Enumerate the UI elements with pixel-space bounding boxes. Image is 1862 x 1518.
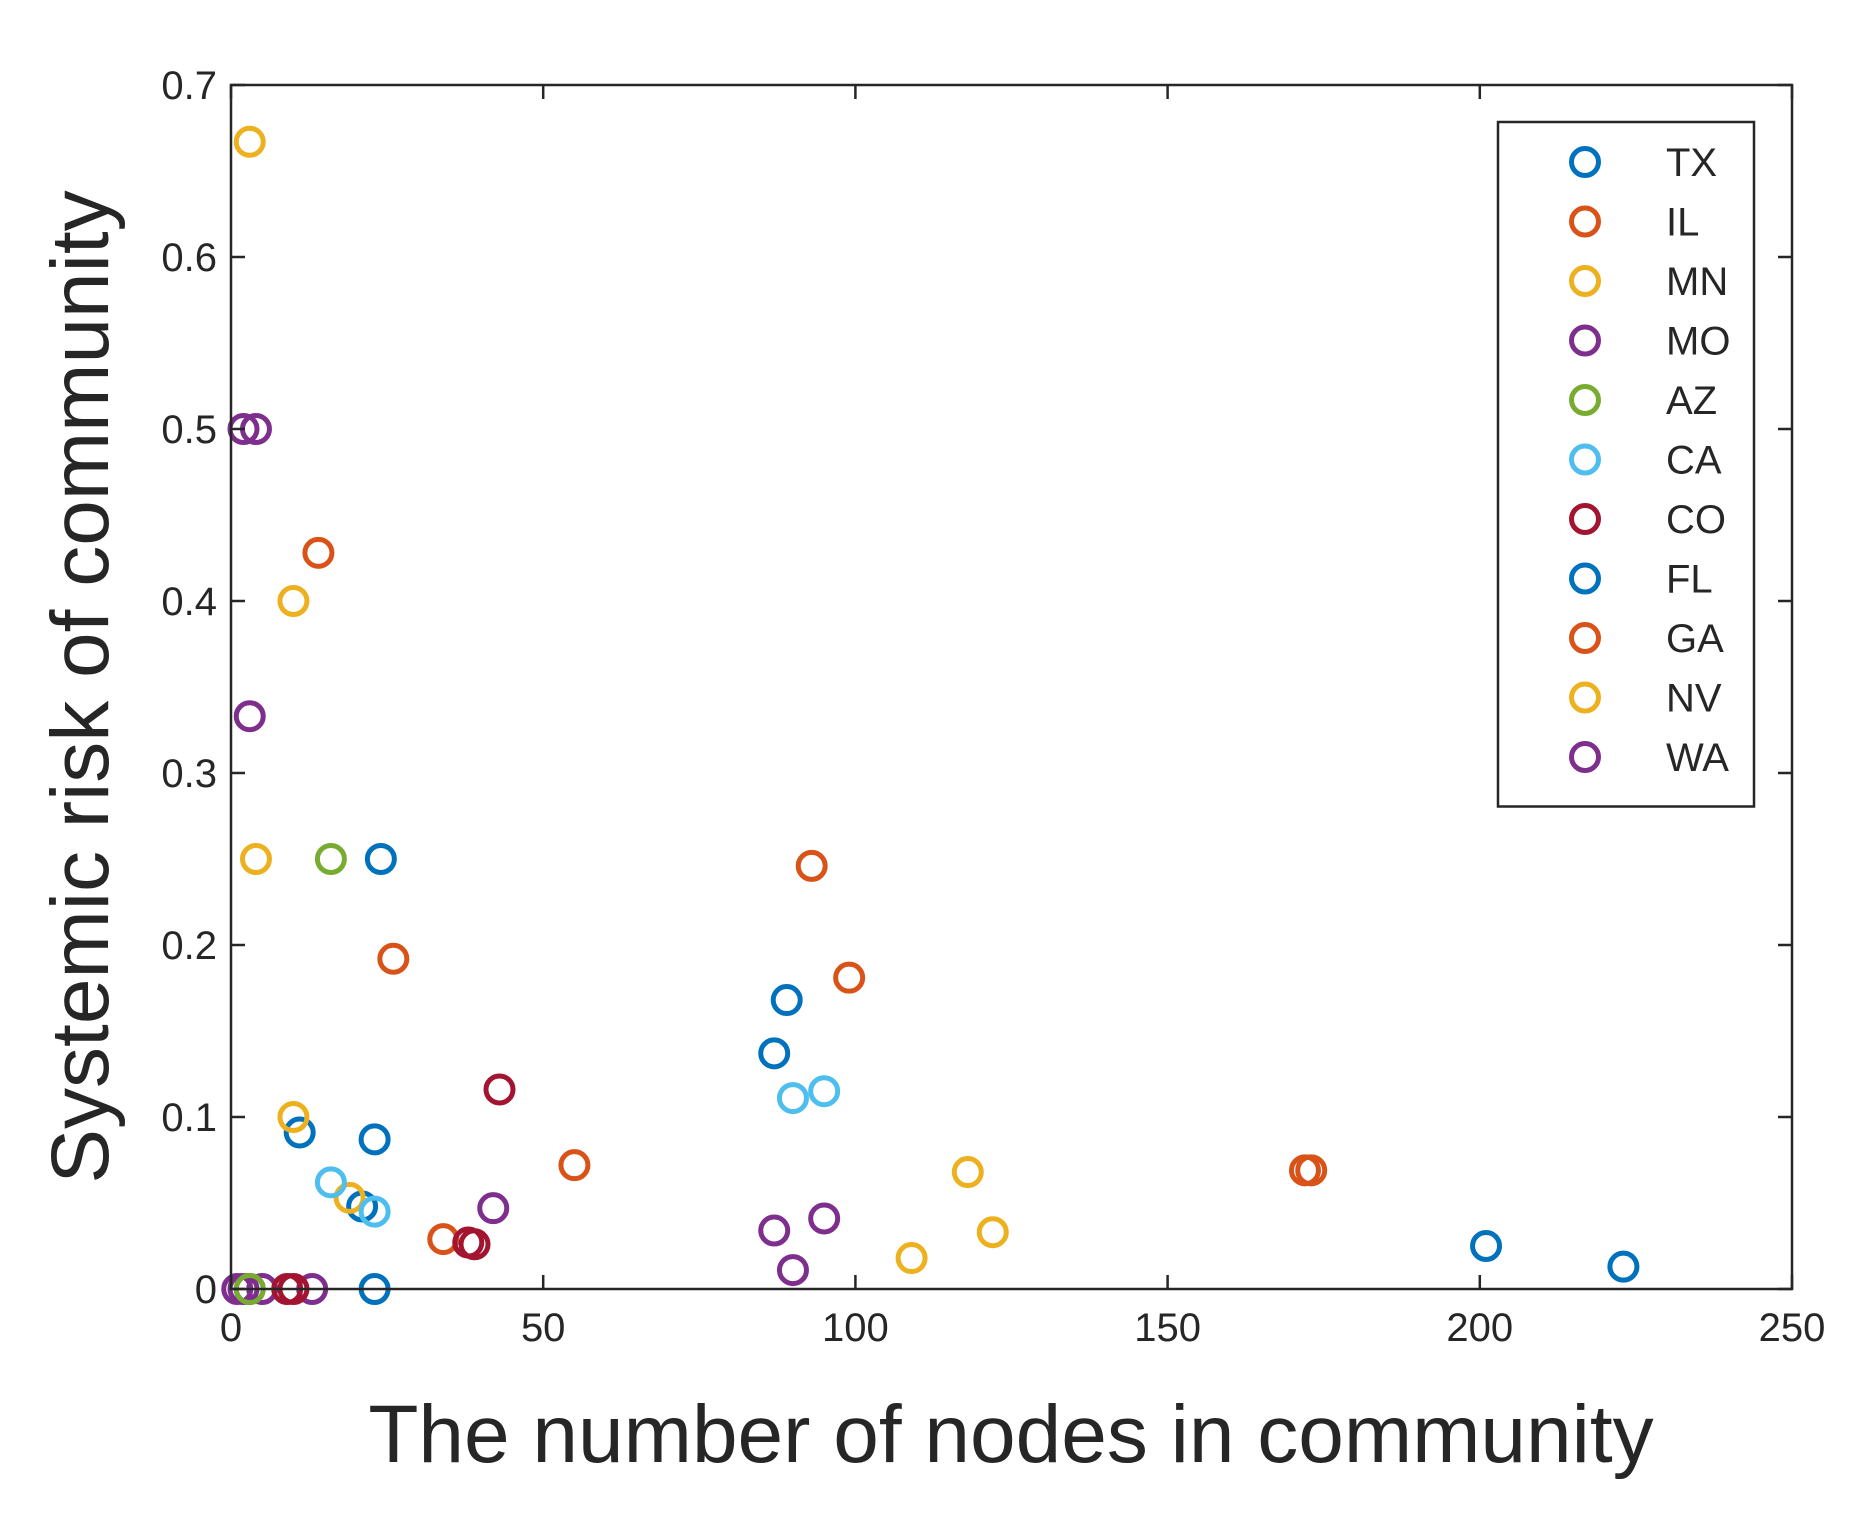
legend-marker-fl [1569,562,1601,595]
legend-marker-az [1569,384,1601,416]
legend: TX IL MN MO AZ CA CO FL GA NV WA [1496,120,1756,808]
data-point-nv [895,1242,928,1275]
data-point-ga [795,849,828,882]
data-point-ca [776,1082,809,1115]
data-point-wa [776,1254,809,1287]
y-tick-label: 0.5 [161,408,217,452]
data-point-nv [976,1216,1009,1249]
legend-marker-tx [1569,146,1601,178]
data-point-co [483,1073,516,1106]
data-point-ga [558,1149,591,1182]
data-point-wa [477,1192,510,1225]
x-tick-label: 50 [521,1306,566,1350]
y-tick-label: 0 [195,1268,217,1312]
legend-label-ca: CA [1666,439,1722,483]
data-point-il [1295,1154,1328,1187]
x-tick-label: 200 [1446,1306,1513,1350]
legend-marker-co [1569,503,1601,535]
y-tick-label: 0.1 [161,1096,217,1140]
legend-label-il: IL [1666,201,1699,245]
legend-marker-ga [1569,622,1601,654]
legend-box [1496,120,1756,808]
plot-frame [229,83,1794,1291]
data-point-mn [233,125,266,158]
legend-marker-il [1569,205,1601,238]
x-tick-label: 0 [220,1306,242,1350]
x-tick-label: 250 [1759,1306,1826,1350]
x-tick-label: 150 [1134,1306,1201,1350]
data-point-mn [239,843,272,875]
data-points [221,125,1640,1305]
data-point-fl [770,984,803,1017]
y-tick-label: 0.2 [161,924,217,968]
x-axis-label: The number of nodes in community [368,1389,1653,1480]
data-point-il [302,536,335,569]
legend-marker-ca [1569,443,1601,476]
data-point-mo [233,700,266,733]
data-point-ca [808,1075,841,1108]
legend-label-mn: MN [1666,260,1728,304]
y-tick-label: 0.3 [161,752,217,796]
data-point-tx [283,1116,316,1149]
y-tick-label: 0.4 [161,580,217,624]
data-point-ga [833,961,866,994]
data-point-wa [758,1214,791,1247]
legend-label-az: AZ [1666,379,1717,423]
legend-label-nv: NV [1666,677,1722,721]
data-point-fl [1607,1250,1640,1283]
legend-marker-mo [1569,324,1601,357]
data-point-fl [1470,1230,1503,1262]
axis-ticks: 0 50 100 150 200 250 0 0.1 0.2 0.3 0.4 0.5 0.6 0.7 [161,64,1825,1350]
data-point-co [458,1228,491,1261]
y-axis-label: Systemic risk of community [35,190,126,1183]
data-point-ca [358,1195,391,1228]
data-point-mn [333,1181,366,1214]
legend-label-ga: GA [1666,617,1724,661]
data-point-mn [277,1101,310,1133]
legend-label-fl: FL [1666,558,1713,602]
data-point-mn [277,585,310,617]
data-point-tx [364,843,397,875]
y-tick-label: 0.6 [161,236,217,280]
legend-marker-mn [1569,265,1601,297]
data-point-wa [808,1202,841,1235]
legend-label-co: CO [1666,498,1726,542]
y-tick-label: 0.7 [161,64,217,108]
legend-label-wa: WA [1666,736,1729,780]
legend-label-mo: MO [1666,320,1730,364]
x-tick-label: 100 [822,1306,889,1350]
legend-marker-wa [1569,741,1601,773]
legend-label-tx: TX [1666,141,1717,185]
data-point-ca [314,1166,347,1199]
data-point-fl [758,1037,791,1070]
data-point-az [314,843,347,875]
data-point-il [377,942,410,975]
data-point-tx [358,1123,391,1156]
data-point-nv [951,1156,984,1189]
legend-marker-nv [1569,681,1601,714]
